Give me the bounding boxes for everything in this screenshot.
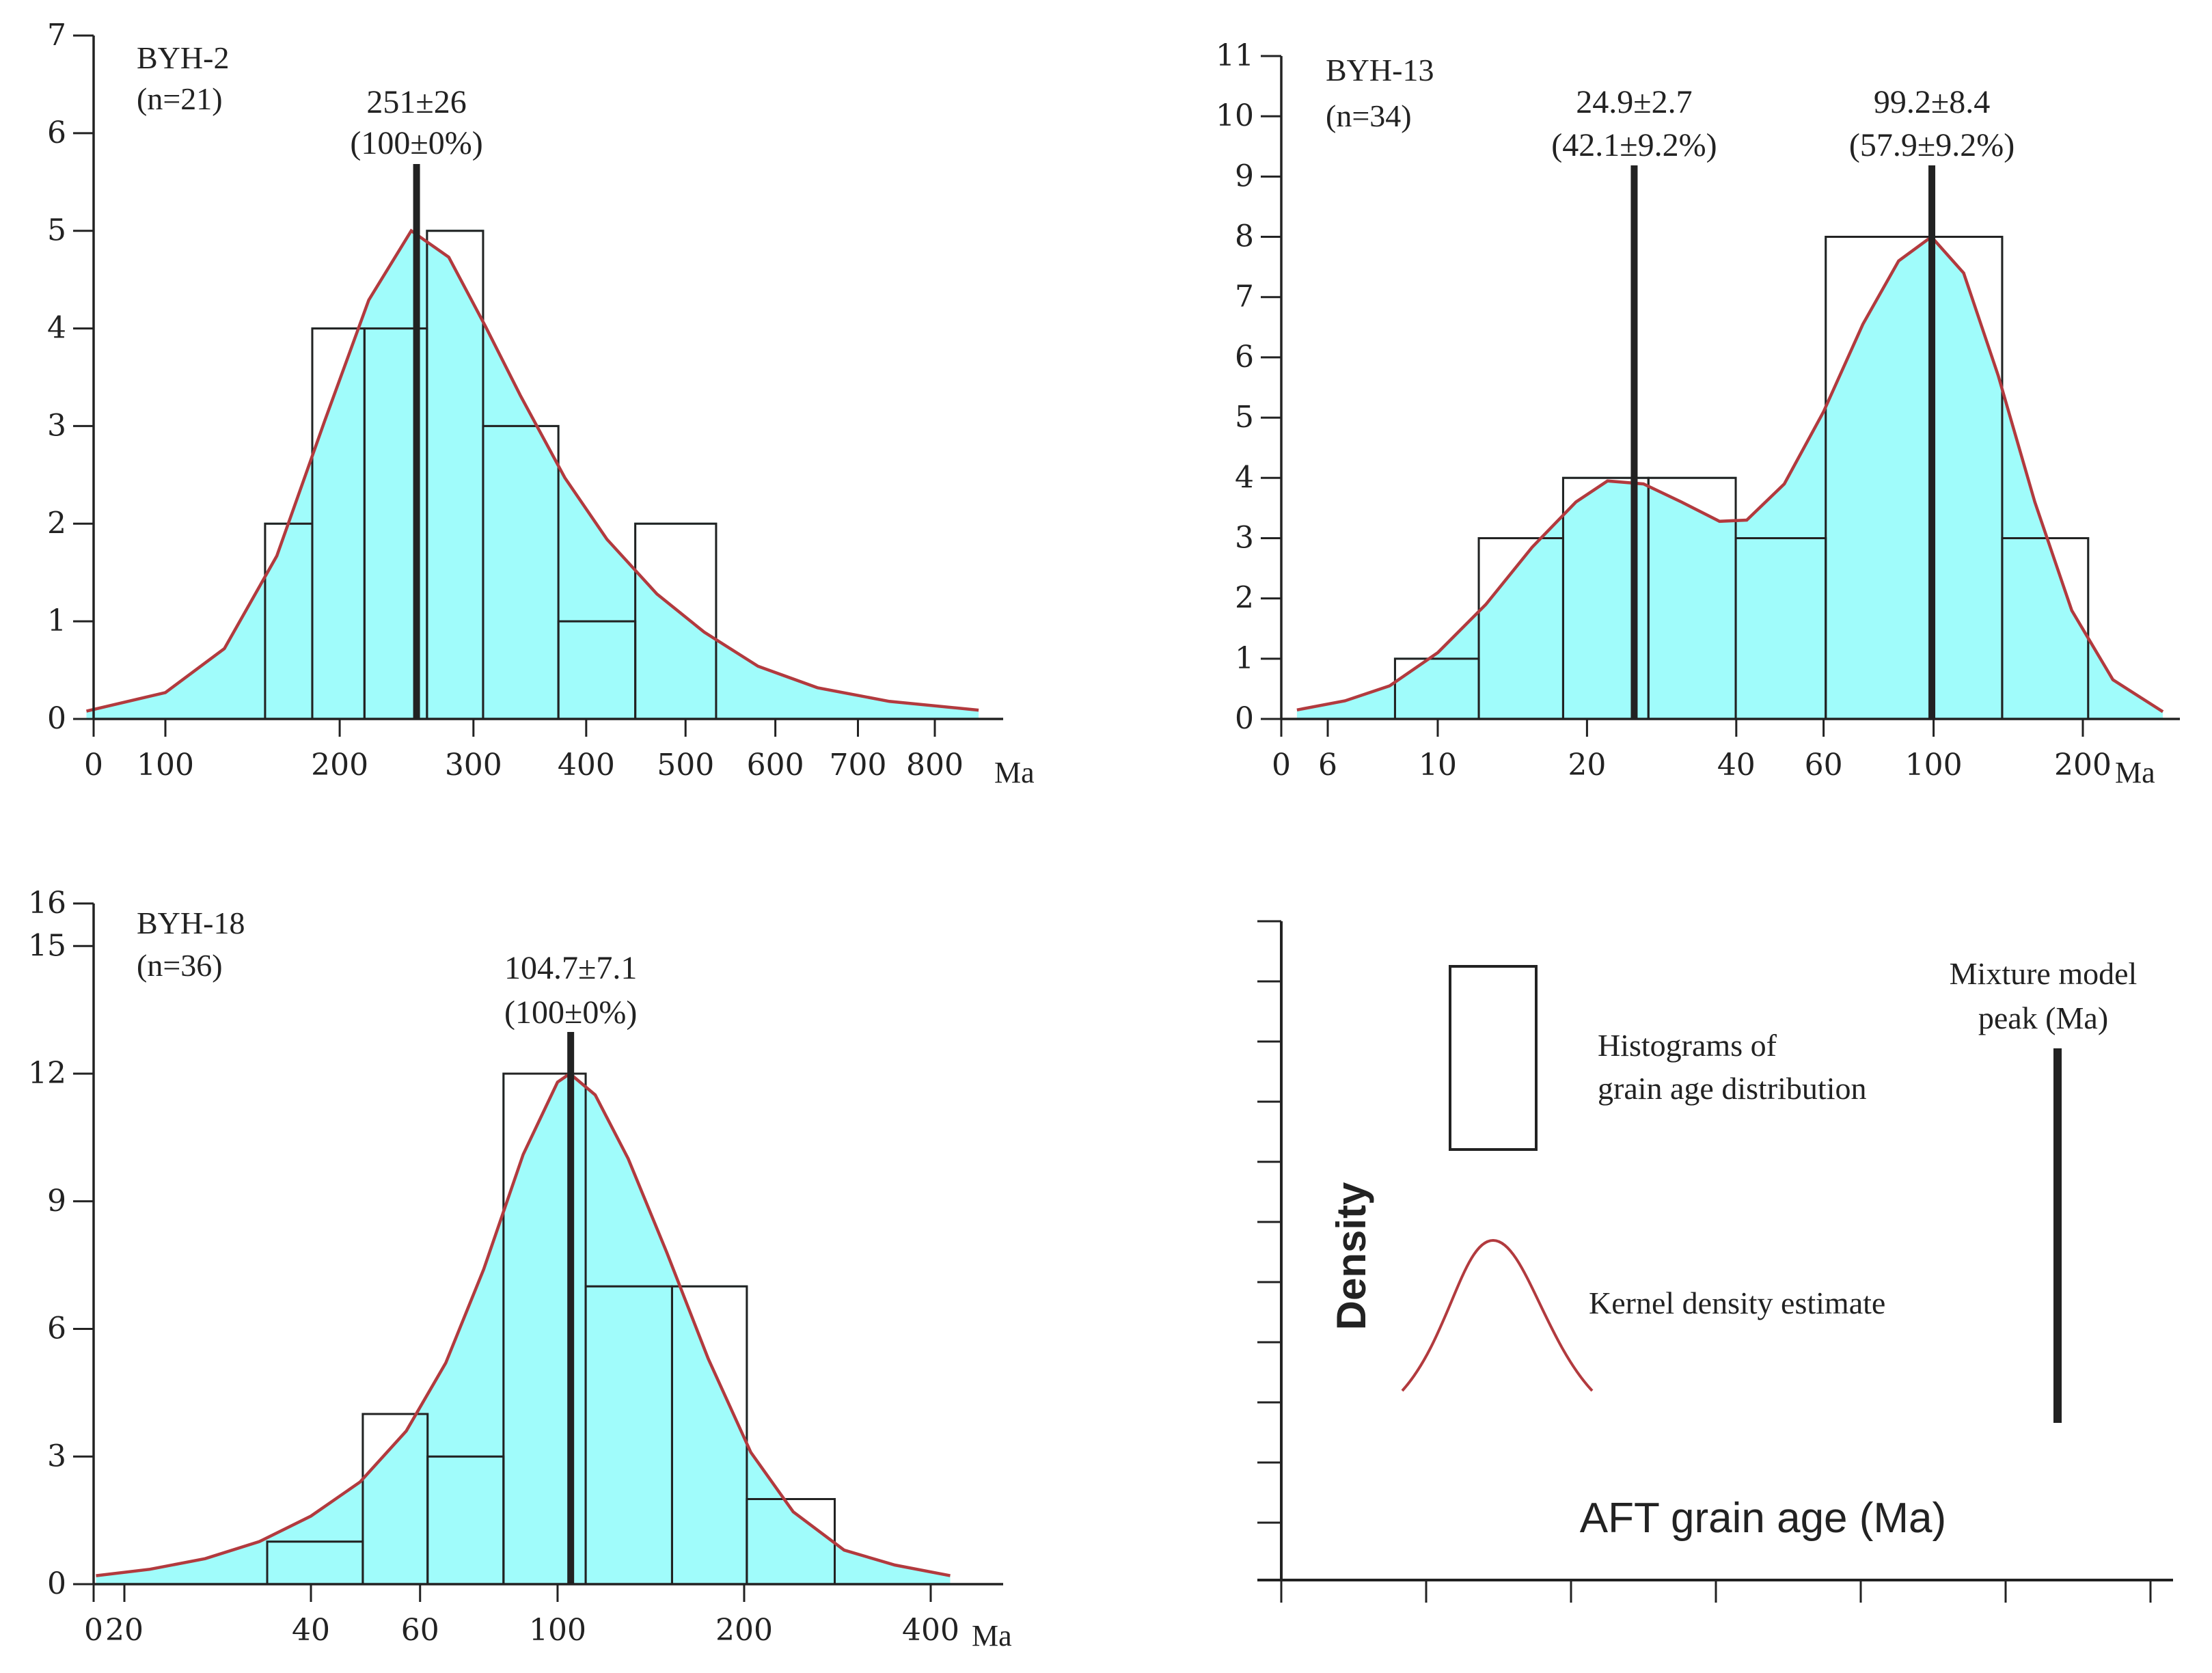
- x-tick-label-500: 500: [657, 748, 714, 783]
- x-unit-label: Ma: [2115, 756, 2155, 789]
- y-tick-label-10: 10: [1216, 98, 1254, 133]
- x-tick-label-20: 20: [1568, 748, 1606, 783]
- y-tick-label-9: 9: [1235, 159, 1254, 193]
- chart-count: (n=21): [137, 81, 223, 116]
- x-tick-label-0: 0: [84, 1613, 103, 1648]
- x-tick-label-6: 6: [1318, 748, 1337, 783]
- x-tick-label-300: 300: [445, 748, 502, 783]
- x-tick-label-200: 200: [311, 748, 368, 783]
- kde-curve: [96, 1072, 951, 1577]
- x-tick-label-600: 600: [747, 748, 804, 783]
- chart-panel-byh2: 251±26 (100±0%) 0 1 2 3 4 5 6 7 0 100 200 300 400 500 60…: [47, 18, 1035, 789]
- histogram-legend-label-1: Histograms of: [1598, 1028, 1777, 1063]
- y-tick-label-6: 6: [47, 115, 66, 150]
- legend-x-ticks: [1280, 1580, 2152, 1603]
- y-tick-label-3: 3: [47, 408, 66, 443]
- x-tick-label-200: 200: [2054, 748, 2112, 783]
- x-tick-label-200: 200: [715, 1613, 773, 1648]
- y-tick-label-1: 1: [47, 603, 66, 638]
- peak-age-label-2: 99.2±8.4: [1874, 84, 1990, 120]
- peak-fraction-label-1: (100±0%): [504, 994, 637, 1031]
- x-tick-label-10: 10: [1419, 748, 1457, 783]
- peak-fraction-label-2: (57.9±9.2%): [1849, 127, 2015, 163]
- histogram-legend-label-2: grain age distribution: [1598, 1071, 1866, 1106]
- y-tick-label-1: 1: [1235, 641, 1254, 676]
- peak-legend-label-2: peak (Ma): [1978, 1001, 2108, 1035]
- peak-legend-label-1: Mixture model: [1950, 956, 2138, 991]
- legend-y-label: Density: [1328, 1182, 1374, 1330]
- x-tick-label-60: 60: [401, 1613, 439, 1648]
- peak-age-label-1: 104.7±7.1: [504, 950, 637, 986]
- y-tick-label-7: 7: [1235, 280, 1254, 314]
- kde-fill-area: [96, 1074, 951, 1584]
- kde-curve: [85, 228, 979, 713]
- chart-marks: 24.9±2.7 (42.1±9.2%) 99.2±8.4 (57.9±9.2%) 0 1…: [1216, 38, 2180, 783]
- histogram-bar-6: [1825, 236, 2004, 719]
- chart-count: (n=36): [137, 948, 223, 983]
- y-tick-label-11: 11: [1216, 38, 1254, 73]
- chart-marks: 251±26 (100±0%) 0 1 2 3 4 5 6 7 0 100 200 300 400 500 60…: [47, 18, 1003, 783]
- peak-age-label-1: 24.9±2.7: [1576, 84, 1692, 120]
- peak-fraction-label-1: (42.1±9.2%): [1551, 127, 1717, 163]
- y-tick-label-7: 7: [47, 18, 66, 53]
- kde-fill-area: [1296, 236, 2163, 719]
- legend-x-label: AFT grain age (Ma): [1580, 1495, 1946, 1542]
- kde-legend-swatch: [1401, 1238, 1594, 1392]
- peak-age-label-1: 251±26: [366, 84, 466, 120]
- chart-title: BYH-13: [1326, 53, 1434, 87]
- y-tick-label-0: 0: [47, 701, 66, 736]
- y-tick-label-3: 3: [1235, 520, 1254, 555]
- chart-title: BYH-18: [137, 906, 245, 940]
- y-tick-label-5: 5: [47, 213, 66, 248]
- histogram-bar-7: [2001, 536, 2090, 719]
- y-tick-label-12: 12: [28, 1056, 66, 1091]
- x-tick-label-40: 40: [292, 1613, 330, 1648]
- x-tick-label-700: 700: [830, 748, 887, 783]
- y-tick-label-3: 3: [47, 1439, 66, 1473]
- x-tick-label-100: 100: [529, 1613, 586, 1648]
- y-tick-label-16: 16: [28, 886, 66, 921]
- y-tick-label-0: 0: [47, 1566, 66, 1601]
- kde-fill-area: [86, 230, 979, 719]
- chart-count: (n=34): [1326, 98, 1412, 133]
- x-tick-label-400: 400: [558, 748, 615, 783]
- x-unit-label: Ma: [972, 1619, 1012, 1652]
- y-tick-label-6: 6: [47, 1311, 66, 1346]
- x-unit-label: Ma: [994, 756, 1035, 789]
- x-tick-label-60: 60: [1805, 748, 1843, 783]
- kde-legend-label: Kernel density estimate: [1589, 1286, 1885, 1320]
- y-tick-label-15: 15: [28, 928, 66, 963]
- y-tick-label-2: 2: [1235, 581, 1254, 616]
- x-tick-label-0: 0: [1272, 748, 1291, 783]
- histogram-bar-7: [634, 522, 718, 719]
- x-tick-label-100: 100: [137, 748, 194, 783]
- y-tick-label-4: 4: [1235, 460, 1254, 495]
- y-tick-label-6: 6: [1235, 340, 1254, 375]
- y-tick-label-9: 9: [47, 1184, 66, 1219]
- kde-curve: [1296, 234, 2164, 713]
- x-tick-label-20: 20: [105, 1613, 144, 1648]
- y-tick-label-5: 5: [1235, 400, 1254, 435]
- y-tick-label-2: 2: [47, 506, 66, 541]
- histogram-legend-swatch: [1449, 965, 1538, 1151]
- chart-title: BYH-2: [137, 40, 229, 75]
- legend-y-ticks: [1257, 920, 1281, 1524]
- y-tick-label-0: 0: [1235, 701, 1254, 736]
- y-tick-label-8: 8: [1235, 219, 1254, 254]
- x-tick-label-0: 0: [84, 748, 103, 783]
- y-tick-label-4: 4: [47, 311, 66, 346]
- x-tick-label-100: 100: [1905, 748, 1963, 783]
- x-tick-label-40: 40: [1717, 748, 1756, 783]
- legend-panel: Histograms of grain age distribution Ker…: [1257, 920, 2173, 1603]
- x-tick-label-400: 400: [902, 1613, 959, 1648]
- histogram-bar-6: [670, 1285, 748, 1584]
- chart-panel-byh13: 24.9±2.7 (42.1±9.2%) 99.2±8.4 (57.9±9.2%) 0 1…: [1216, 38, 2180, 789]
- histogram-bar-5: [482, 424, 560, 719]
- x-tick-label-800: 800: [906, 748, 964, 783]
- peak-fraction-label-1: (100±0%): [350, 125, 482, 161]
